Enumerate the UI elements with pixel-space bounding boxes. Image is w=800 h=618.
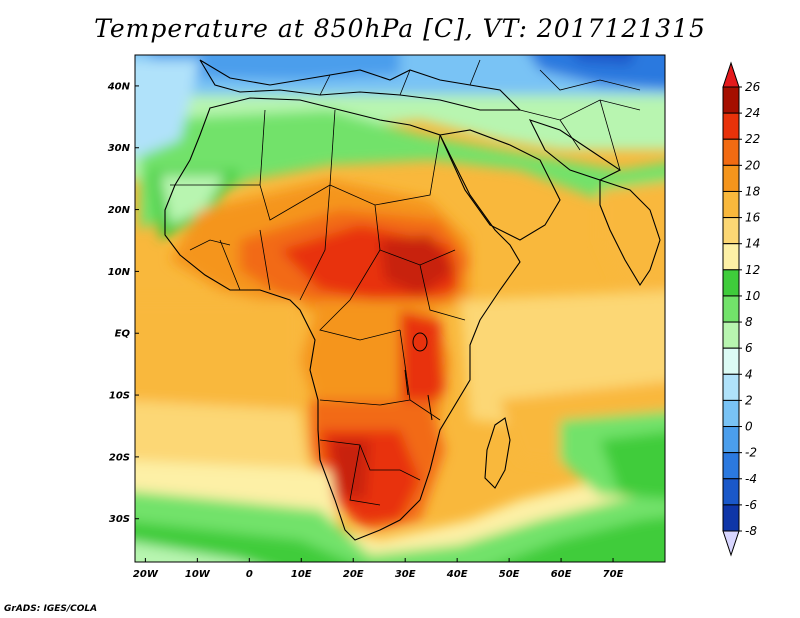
colorbar-swatch — [722, 217, 740, 245]
colorbar-swatch — [722, 112, 740, 140]
temperature-field — [135, 55, 665, 562]
lat-tick-label: 20N — [108, 205, 131, 216]
colorbar-swatch — [722, 86, 740, 114]
colorbar-label: -4 — [745, 472, 757, 486]
colorbar-top-arrow — [722, 61, 740, 88]
colorbar-swatch — [722, 504, 740, 532]
lat-tick-label: 10N — [108, 267, 131, 278]
lon-tick-label: 60E — [551, 569, 572, 580]
lon-tick-label: 20E — [343, 569, 364, 580]
colorbar-swatch — [722, 347, 740, 375]
longitude-axis: 20W 10W 0 10E 20E 30E 40E 50E 60E 70E — [133, 558, 624, 580]
colorbar-label: 20 — [745, 158, 761, 172]
lon-tick-label: 40E — [446, 569, 468, 580]
colorbar-label: -6 — [745, 498, 757, 512]
colorbar-label: -2 — [745, 446, 757, 460]
lon-tick-label: 70E — [603, 569, 624, 580]
lat-tick-label: 20S — [109, 452, 130, 463]
colorbar-swatch — [722, 373, 740, 401]
colorbar-swatch — [722, 452, 740, 480]
colorbar-label: 24 — [745, 106, 760, 120]
colorbar-label: -8 — [745, 524, 757, 538]
chart-title: Temperature at 850hPa [C], VT: 201712131… — [94, 14, 706, 43]
colorbar-swatch — [722, 426, 740, 454]
lat-tick-label: 30S — [109, 514, 130, 525]
lat-tick-label: 10S — [109, 391, 130, 402]
country-borders — [170, 59, 641, 506]
colorbar-swatch — [722, 164, 740, 192]
colorbar-label: 6 — [745, 341, 753, 355]
colorbar-label: 0 — [745, 420, 753, 434]
colorbar-label: 14 — [745, 237, 760, 251]
colorbar-swatch — [722, 243, 740, 271]
lon-tick-label: 30E — [395, 569, 416, 580]
colorbar-swatch — [722, 190, 740, 219]
credit-label: GrADS: IGES/COLA — [4, 604, 98, 614]
colorbar-label: 26 — [745, 80, 761, 94]
latitude-axis: 40N 30N 20N 10N EQ 10S 20S 30S — [107, 81, 139, 525]
lon-tick-label: 10E — [291, 569, 312, 580]
colorbar-label: 22 — [745, 132, 760, 146]
lon-tick-label: 20W — [133, 569, 159, 580]
colorbar-swatch — [722, 269, 740, 297]
colorbar-swatch — [722, 399, 740, 428]
colorbar-label: 12 — [745, 263, 760, 277]
coastlines — [164, 59, 661, 541]
colorbar-label: 2 — [745, 393, 753, 407]
lon-tick-label: 10W — [185, 569, 211, 580]
lakes — [404, 332, 433, 421]
lat-tick-label: 40N — [107, 81, 131, 92]
lon-tick-label: 50E — [499, 569, 520, 580]
colorbar-swatch — [722, 295, 740, 323]
colorbar-label: 16 — [745, 211, 761, 225]
colorbar-label: 8 — [745, 315, 753, 329]
colorbar-label: 4 — [745, 367, 753, 381]
lat-tick-label: 30N — [108, 143, 131, 154]
colorbar-swatch — [722, 138, 740, 166]
colorbar-bottom-arrow — [722, 530, 740, 557]
colorbar-swatch — [722, 478, 740, 506]
colorbar-label: 10 — [745, 289, 761, 303]
map-frame — [134, 54, 666, 563]
colorbar-swatch — [722, 321, 740, 349]
colorbar-label: 18 — [745, 184, 761, 198]
lat-tick-label: EQ — [115, 329, 131, 340]
lon-tick-label: 0 — [246, 569, 253, 580]
